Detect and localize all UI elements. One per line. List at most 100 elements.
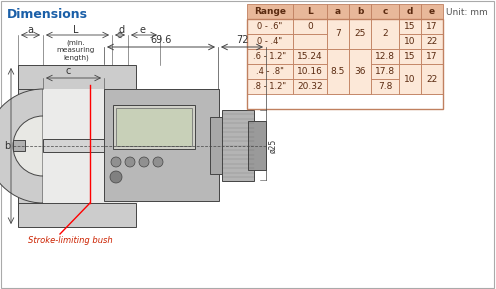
Text: 36: 36 [354,67,366,76]
Bar [293,4,327,19]
Text: (min.
measuring
length): (min. measuring length) [57,39,95,61]
Bar [327,19,349,34]
Wedge shape [13,116,43,176]
Bar [349,19,371,49]
Bar [371,19,399,49]
Bar [18,65,136,89]
Bar [327,34,349,49]
Bar [349,34,371,49]
Bar [371,79,399,94]
Text: b: b [357,7,363,16]
Bar [116,108,192,146]
Circle shape [139,157,149,167]
Text: 15: 15 [404,22,416,31]
Bar [327,19,349,49]
Text: 15: 15 [404,52,416,61]
Text: Unit: mm: Unit: mm [446,8,488,17]
Text: .8 - 1.2": .8 - 1.2" [253,82,287,91]
Text: 22: 22 [427,37,437,46]
Bar [327,4,349,19]
Text: a: a [335,7,341,16]
Bar [293,19,327,34]
Text: 10.16: 10.16 [297,67,323,76]
Text: c: c [65,66,71,76]
Bar [371,49,399,64]
Text: Stroke-limiting bush: Stroke-limiting bush [28,236,113,245]
Bar [18,203,136,227]
Text: 2: 2 [382,29,388,38]
Text: Range: Range [254,7,286,16]
Wedge shape [0,89,43,203]
Bar [110,133,128,158]
Bar [113,105,195,149]
Bar [399,64,421,79]
Text: 12.8: 12.8 [375,52,395,61]
Text: Dimensions: Dimensions [7,8,88,21]
Bar [18,84,43,214]
Text: b: b [4,141,10,151]
Bar [293,49,327,64]
Text: L: L [73,25,79,35]
Bar [210,117,248,174]
Bar [247,79,293,94]
Text: 0: 0 [307,22,313,31]
Bar [371,4,399,19]
Bar [399,34,421,49]
Bar [327,64,349,79]
Bar [43,89,138,203]
Text: 20.32: 20.32 [297,82,323,91]
Text: 10: 10 [404,37,416,46]
Circle shape [125,157,135,167]
Bar [293,64,327,79]
Text: 69.6: 69.6 [150,35,172,45]
Bar [327,49,349,94]
Text: 25: 25 [354,29,366,38]
Bar [349,79,371,94]
Circle shape [111,157,121,167]
Text: 0 - .4": 0 - .4" [257,37,283,46]
Bar [421,19,443,34]
Bar [327,79,349,94]
Bar [349,49,371,64]
Bar [399,49,421,64]
Bar [421,49,443,64]
Bar [112,139,120,152]
Text: e: e [139,25,145,35]
Bar [371,19,399,34]
Text: a: a [27,25,33,35]
Text: 17.8: 17.8 [375,67,395,76]
Bar [327,49,349,64]
Bar [399,19,421,34]
Text: ø25: ø25 [269,139,278,153]
Bar [349,4,371,19]
Bar [371,34,399,49]
Text: 10: 10 [404,75,416,84]
Bar [421,34,443,49]
Bar [222,110,254,181]
Bar [371,19,399,49]
Bar [248,121,266,170]
Circle shape [110,171,122,183]
Bar [421,64,443,94]
Bar [421,64,443,79]
Bar [247,19,443,109]
Bar [399,4,421,19]
Circle shape [153,157,163,167]
Bar [247,4,293,19]
Bar [421,4,443,19]
Text: 17: 17 [426,22,438,31]
Bar [349,64,371,79]
Bar [293,79,327,94]
Text: .4 - .8": .4 - .8" [256,67,284,76]
Text: 8.5: 8.5 [331,67,345,76]
Text: 0 - .6": 0 - .6" [257,22,283,31]
Bar [13,140,25,151]
Text: .6 - 1.2": .6 - 1.2" [253,52,287,61]
Bar [104,89,219,201]
Bar [399,79,421,94]
Bar [421,79,443,94]
Bar [293,34,327,49]
Text: 72: 72 [236,35,248,45]
Bar [43,139,113,152]
Text: c: c [382,7,388,16]
